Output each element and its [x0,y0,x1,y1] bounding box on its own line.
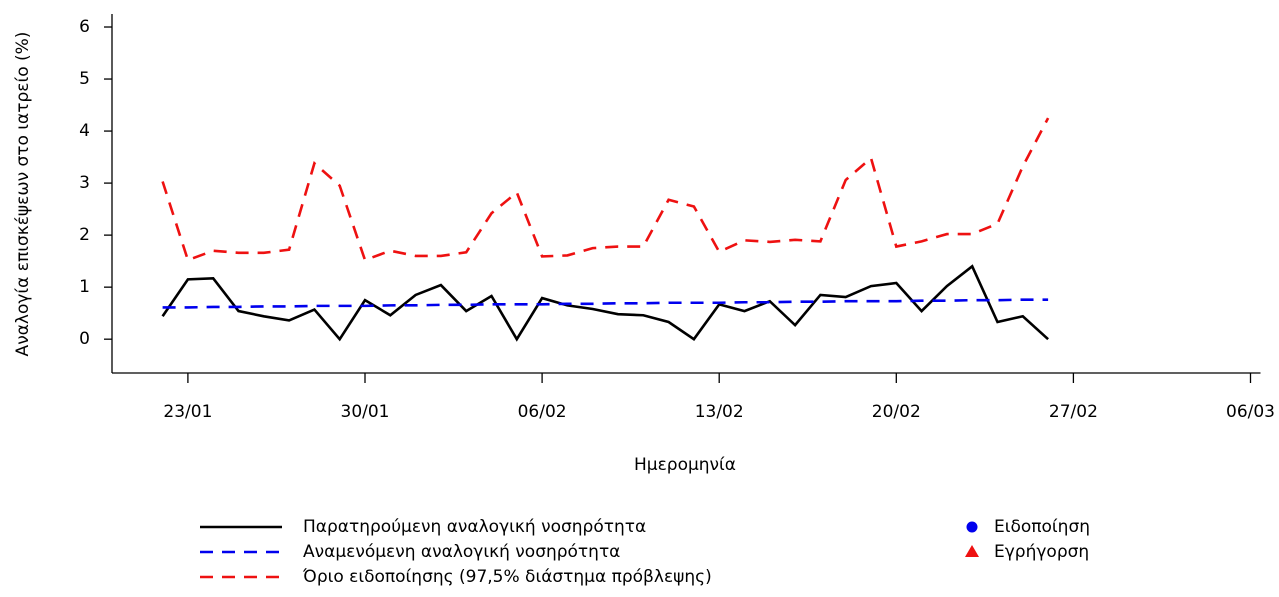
y-tick-label: 2 [79,225,90,245]
x-tick-label: 20/02 [872,402,921,422]
x-tick-label: 06/03 [1226,402,1275,422]
legend-label: Ειδοποίηση [994,517,1090,537]
y-tick-label: 0 [79,329,90,349]
legend-label: Παρατηρούμενη αναλογική νοσηρότητα [303,517,646,537]
x-axis-label: Ημερομηνία [634,455,736,475]
y-tick-label: 3 [79,173,90,193]
x-tick-label: 27/02 [1049,402,1098,422]
x-tick-label: 13/02 [695,402,744,422]
x-tick-label: 23/01 [163,402,212,422]
y-tick-label: 4 [79,121,90,141]
series-line [162,298,1049,309]
y-tick-label: 1 [79,277,90,297]
x-tick-label: 06/02 [518,402,567,422]
legend-label: Αναμενόμενη αναλογική νοσηρότητα [303,542,620,562]
series-line [161,264,1049,342]
legend-marker [965,545,979,557]
y-axis-label: Αναλογία επισκέψεων στο ιατρείο (%) [13,32,33,357]
legend-label: Εγρήγορση [994,542,1089,562]
x-tick-label: 30/01 [341,402,390,422]
y-tick-label: 6 [79,17,90,37]
legend-label: Όριο ειδοποίησης (97,5% διάστημα πρόβλεψ… [302,567,712,587]
series-line [161,117,1050,262]
legend-marker [966,521,978,533]
y-tick-label: 5 [79,69,90,89]
